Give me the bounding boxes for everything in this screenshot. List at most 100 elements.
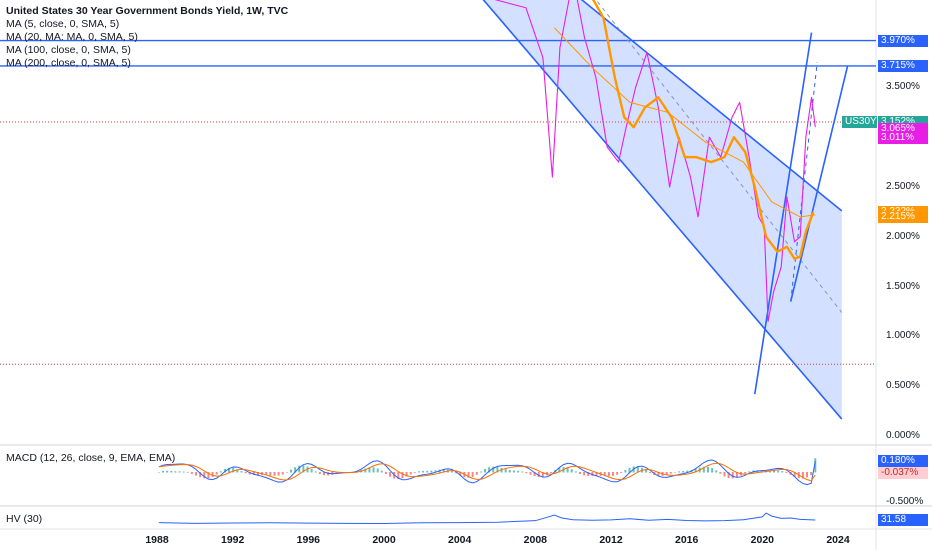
macd-histogram-bar <box>719 472 722 474</box>
time-axis-tick: 1988 <box>145 534 169 546</box>
price-content <box>0 0 876 420</box>
macd-histogram-bar <box>298 465 301 473</box>
ticker-tag: US30Y <box>842 116 877 129</box>
macd-histogram-bar <box>649 472 652 474</box>
time-axis-tick: 2004 <box>447 534 472 546</box>
macd-histogram-bar <box>335 472 338 474</box>
macd-histogram-bar <box>397 472 400 480</box>
macd-histogram-bar <box>273 472 276 476</box>
macd-histogram-bar <box>166 470 169 473</box>
macd-histogram-bar <box>657 472 660 477</box>
macd-histogram-bar <box>479 471 482 473</box>
hv-legend: HV (30) <box>6 513 43 525</box>
macd-histogram-bar <box>517 470 520 473</box>
macd-axis-tick: -0.500% <box>886 496 924 507</box>
macd-histogram-bar <box>521 471 524 473</box>
macd-histogram-bar <box>294 467 297 473</box>
trend-line <box>580 0 843 212</box>
macd-histogram-bar <box>314 471 317 473</box>
macd-histogram-bar <box>203 472 206 479</box>
chart-legend: United States 30 Year Government Bonds Y… <box>6 5 288 70</box>
macd-histogram-bar <box>620 472 623 473</box>
macd-histogram-bar <box>624 470 627 473</box>
price-axis-tick: 3.500% <box>886 81 920 93</box>
macd-legend: MACD (12, 26, close, 9, EMA, EMA) <box>6 452 176 464</box>
macd-histogram-bar <box>162 470 165 473</box>
ma-value-tag: 3.011% <box>878 132 928 145</box>
macd-histogram-bar <box>384 472 387 474</box>
macd-histogram-bar <box>157 472 160 473</box>
macd-histogram-bar <box>302 465 305 473</box>
macd-histogram-bar <box>186 472 189 473</box>
time-axis-tick: 2024 <box>826 534 850 546</box>
macd-histogram-bar <box>426 470 429 473</box>
macd-histogram-bar <box>587 472 590 476</box>
macd-histogram-bar <box>781 471 784 473</box>
macd-histogram-bar <box>232 467 235 473</box>
price-axis-tick: 2.000% <box>886 230 920 242</box>
macd-histogram-bar <box>265 472 268 476</box>
macd-histogram-bar <box>380 470 383 473</box>
macd-histogram-bar <box>607 472 610 477</box>
macd-histogram-bar <box>281 472 284 475</box>
macd-histogram-bar <box>558 467 561 473</box>
macd-histogram-bar <box>409 472 412 475</box>
price-pane <box>0 0 876 420</box>
macd-histogram-bar <box>170 470 173 473</box>
channel-fill <box>483 0 842 420</box>
macd-histogram-bar <box>207 472 210 479</box>
macd-histogram-bar <box>744 472 747 474</box>
macd-histogram-bar <box>199 472 202 478</box>
macd-histogram-bar <box>768 470 771 473</box>
price-series-0 <box>494 0 816 323</box>
macd-histogram-bar <box>467 472 470 478</box>
macd-histogram-bar <box>223 469 226 473</box>
price-axis-tick: 0.500% <box>886 380 920 392</box>
time-axis-tick: 2000 <box>372 534 396 546</box>
macd-histogram-bar <box>364 468 367 473</box>
macd-pane <box>157 458 817 486</box>
macd-histogram-bar <box>376 468 379 473</box>
macd-line <box>158 459 816 486</box>
macd-histogram-bar <box>182 471 185 473</box>
macd-histogram-bar <box>389 472 392 477</box>
macd-value-tag: 0.180% <box>878 455 928 467</box>
macd-histogram-bar <box>211 472 214 477</box>
macd-histogram-bar <box>289 469 292 473</box>
macd-histogram-bar <box>496 466 499 473</box>
macd-histogram-bar <box>715 470 718 473</box>
macd-histogram-bar <box>583 472 586 476</box>
trend-line-dashed <box>790 62 818 302</box>
macd-histogram-bar <box>636 466 639 473</box>
macd-histogram-bar <box>570 469 573 473</box>
macd-histogram-bar <box>285 472 288 473</box>
macd-histogram-bar <box>645 470 648 473</box>
macd-histogram-bar <box>500 467 503 473</box>
macd-histogram-bar <box>323 472 326 476</box>
macd-histogram-bar <box>240 471 243 473</box>
macd-histogram-bar <box>219 471 222 473</box>
signal-line <box>158 462 816 482</box>
macd-histogram-bar <box>215 472 218 475</box>
macd-histogram-bar <box>422 470 425 473</box>
macd-histogram-bar <box>195 472 198 476</box>
ma-value-tag: 3.065% <box>878 122 928 135</box>
macd-histogram-bar <box>702 466 705 473</box>
trend-line-dashed <box>595 0 843 313</box>
macd-histogram-bar <box>706 466 709 473</box>
macd-histogram-bar <box>430 470 433 473</box>
macd-histogram-bar <box>686 470 689 473</box>
macd-histogram-bar <box>244 472 247 474</box>
macd-histogram-bar <box>814 458 817 473</box>
price-axis-tick: 1.500% <box>886 280 920 292</box>
macd-histogram-bar <box>442 469 445 473</box>
ma-legend-2: MA (20, MA: MA, 0, SMA, 5) <box>6 31 138 43</box>
macd-histogram-bar <box>682 470 685 473</box>
time-axis-tick: 1992 <box>220 534 245 546</box>
macd-histogram-bar <box>236 469 239 473</box>
level-tag: 3.715% <box>878 59 928 72</box>
macd-histogram-bar <box>413 472 416 473</box>
macd-histogram-bar <box>541 472 544 477</box>
